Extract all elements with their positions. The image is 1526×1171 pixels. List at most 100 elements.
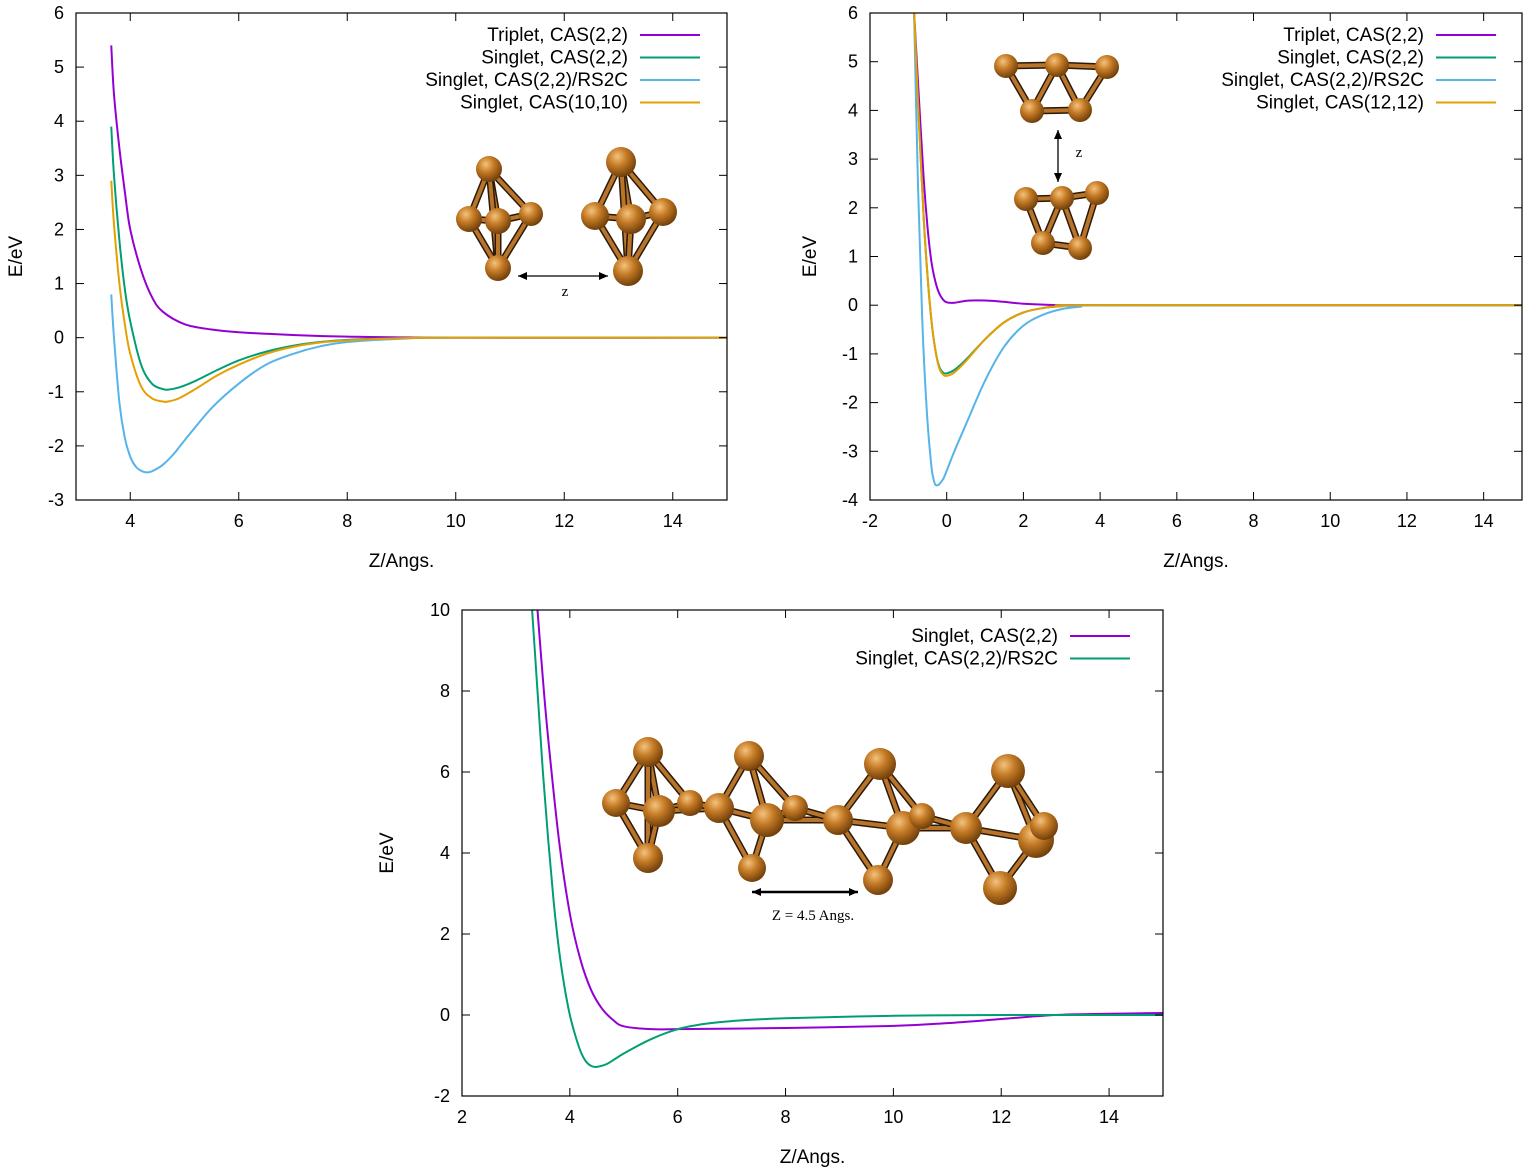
x-tick-label: 14	[1099, 1107, 1119, 1127]
atom	[950, 812, 982, 844]
arrow-head	[599, 272, 608, 280]
atom	[1045, 53, 1069, 77]
y-tick-label: -3	[48, 490, 64, 510]
arrow-head	[518, 272, 527, 280]
y-tick-label: 10	[430, 600, 450, 620]
atom	[1014, 187, 1038, 211]
atom	[485, 255, 511, 281]
x-tick-label: 4	[125, 511, 135, 531]
legend-label-2: Singlet, CAS(2,2)	[1277, 48, 1424, 69]
annotation-z-1: z	[562, 284, 569, 300]
cluster-chain	[602, 737, 1058, 905]
y-tick-label: 0	[440, 1005, 450, 1025]
atom	[1031, 231, 1055, 255]
x-tick-label: 4	[565, 1107, 575, 1127]
y-tick-label: 0	[848, 295, 858, 315]
y-tick-label: 4	[54, 111, 64, 131]
legend-label-4: Singlet, CAS(12,12)	[1256, 93, 1424, 114]
plot-frame	[869, 12, 1523, 501]
atom	[994, 54, 1018, 78]
y-tick-label: -2	[48, 436, 64, 456]
atom	[1068, 236, 1092, 260]
legend-label-1: Singlet, CAS(2,2)	[911, 626, 1058, 647]
atom	[991, 754, 1025, 788]
atom	[1030, 812, 1058, 840]
y-tick-label: 1	[848, 247, 858, 267]
x-tick-label: 12	[991, 1107, 1011, 1127]
atom	[1050, 186, 1074, 210]
atom	[519, 202, 543, 226]
atom	[616, 204, 646, 234]
series-group	[531, 610, 1163, 1069]
x-tick-label: 6	[234, 511, 244, 531]
atom	[1095, 55, 1119, 79]
series-line-4	[913, 13, 1522, 377]
y-tick-label: 8	[440, 681, 450, 701]
y-tick-label: -1	[48, 382, 64, 402]
x-tick-label: 14	[663, 511, 683, 531]
atom	[613, 256, 643, 286]
y-tick-label: 5	[848, 52, 858, 72]
arrow-head	[752, 888, 761, 896]
x-tick-label: 6	[1172, 511, 1182, 531]
atom	[649, 198, 677, 226]
y-tick-label: 0	[54, 328, 64, 348]
atom	[602, 789, 630, 817]
x-tick-label: 4	[1095, 511, 1105, 531]
y-axis-label: E/eV	[6, 236, 27, 278]
chart-panel-1: 4 6 8 10 12 14-3-2-10123456Z/Angs.E/eVTriplet…	[6, 3, 728, 572]
atom	[782, 795, 808, 821]
atom	[633, 843, 663, 873]
atom	[485, 208, 511, 234]
atom	[581, 202, 609, 230]
atom	[750, 803, 784, 837]
atom	[1068, 98, 1092, 122]
plot-frame	[461, 609, 1164, 1097]
atom	[738, 854, 766, 882]
cluster-2b	[1014, 181, 1109, 260]
plot-frame	[75, 12, 728, 501]
x-tick-label: 0	[942, 511, 952, 531]
atom	[909, 803, 935, 829]
legend-label-1: Triplet, CAS(2,2)	[487, 25, 628, 46]
x-tick-label: 2	[457, 1107, 467, 1127]
legend-label-1: Triplet, CAS(2,2)	[1283, 25, 1424, 46]
arrow-head	[1054, 130, 1062, 139]
atom	[734, 741, 764, 771]
y-tick-label: 5	[54, 57, 64, 77]
y-tick-label: 1	[54, 274, 64, 294]
y-axis-label: E/eV	[800, 236, 821, 278]
y-axis-label: E/eV	[377, 832, 398, 874]
legend-label-3: Singlet, CAS(2,2)/RS2C	[1221, 70, 1424, 91]
arrow-head	[849, 888, 858, 896]
atom	[864, 748, 896, 780]
y-tick-label: 2	[848, 198, 858, 218]
y-tick-label: 3	[54, 165, 64, 185]
x-tick-label: 8	[1249, 511, 1259, 531]
arrow-head	[1054, 173, 1062, 182]
y-tick-label: -2	[842, 393, 858, 413]
y-tick-label: -4	[842, 490, 858, 510]
atom	[823, 805, 853, 835]
x-tick-label: 6	[673, 1107, 683, 1127]
series-group	[110, 45, 727, 474]
series-line-4	[110, 180, 727, 403]
annotation-z-2: z	[1076, 145, 1083, 161]
y-tick-label: 6	[440, 762, 450, 782]
cluster-2a	[994, 53, 1119, 123]
x-axis-label: Z/Angs.	[780, 1147, 845, 1168]
atom	[1085, 181, 1109, 205]
y-tick-label: -3	[842, 441, 858, 461]
x-axis-label: Z/Angs.	[1163, 551, 1228, 572]
y-tick-label: 6	[848, 3, 858, 23]
atom	[704, 793, 734, 823]
separation-arrow-2	[1054, 130, 1062, 182]
legend-label-4: Singlet, CAS(10,10)	[460, 93, 628, 114]
x-tick-label: 10	[1320, 511, 1340, 531]
y-tick-label: 6	[54, 3, 64, 23]
atom	[983, 871, 1017, 905]
x-tick-label: 12	[1397, 511, 1417, 531]
x-tick-label: 12	[554, 511, 574, 531]
y-tick-label: 4	[440, 843, 450, 863]
